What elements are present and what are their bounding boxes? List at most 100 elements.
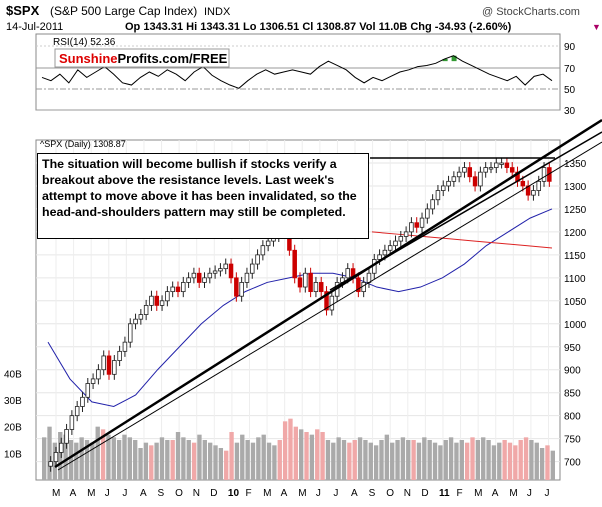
month-tick-label: S <box>158 488 165 499</box>
month-tick-label: D <box>421 488 428 499</box>
volume-bar <box>197 434 202 480</box>
volume-tick-label: 40B <box>4 369 22 380</box>
volume-bar <box>261 434 266 480</box>
volume-bar <box>336 437 341 480</box>
candle-body <box>175 286 181 293</box>
candle-body <box>249 263 255 274</box>
month-tick-label: J <box>122 488 127 499</box>
month-tick-label: J <box>316 488 321 499</box>
candle-body <box>451 176 457 182</box>
chart-name: (S&P 500 Large Cap Index) <box>50 4 197 18</box>
price-tick-label: 750 <box>564 435 581 446</box>
candle-body <box>398 236 404 242</box>
price-y-ticks: 700 750 800 850 900 950 1000 1050 1100 1150 1200 12… <box>564 159 587 469</box>
candle-body <box>96 369 101 380</box>
month-tick-label: F <box>245 488 251 499</box>
month-tick-label: A <box>492 488 499 499</box>
candle-body <box>419 217 425 228</box>
volume-bar <box>373 445 379 480</box>
volume-bar <box>422 437 427 480</box>
candle-body <box>467 167 473 178</box>
candlesticks <box>48 157 552 472</box>
volume-bar <box>213 445 218 480</box>
candle-body <box>318 282 324 293</box>
volume-bar <box>84 440 90 480</box>
volume-bar <box>368 442 373 480</box>
volume-tick-label: 30B <box>4 396 22 407</box>
volume-bar <box>202 440 207 480</box>
rsi-overbought-fill <box>442 55 457 62</box>
candle-body <box>409 222 414 233</box>
candle-body <box>255 254 260 265</box>
volume-bar <box>250 442 256 480</box>
candle-body <box>446 180 451 187</box>
chart-date: 14-Jul-2011 <box>6 21 63 33</box>
volume-bar <box>309 434 315 480</box>
volume-bar <box>245 440 250 480</box>
volume-bar <box>47 426 52 480</box>
volume-bar <box>357 437 363 480</box>
volume-tick-label: 10B <box>4 449 22 460</box>
candle-body <box>133 318 138 325</box>
volume-bar <box>170 440 175 480</box>
candle-body <box>48 461 53 467</box>
candle-body <box>117 350 122 361</box>
volume-bar <box>481 437 486 480</box>
candle-body <box>170 286 175 293</box>
volume-bars <box>42 418 555 480</box>
volume-bar <box>63 434 68 480</box>
volume-bar <box>507 442 513 480</box>
candle-body <box>509 167 515 173</box>
price-tick-label: 1100 <box>564 274 586 285</box>
month-tick-label: F <box>457 488 463 499</box>
rsi-label: RSI(14) 52.36 <box>53 37 116 48</box>
candle-body <box>324 291 329 311</box>
volume-bar <box>320 432 325 480</box>
volume-bar <box>486 440 491 480</box>
volume-bar <box>159 437 165 480</box>
candle-body <box>366 272 372 283</box>
volume-bar <box>459 440 464 480</box>
month-tick-label: M <box>263 488 271 499</box>
annotation-text: The situation will become bullish if sto… <box>42 157 357 219</box>
volume-bar <box>352 440 357 480</box>
candle-body <box>234 277 239 297</box>
volume-ticks: 40B 30B 20B 10B <box>4 369 22 460</box>
volume-bar <box>90 442 95 480</box>
volume-bar <box>454 442 459 480</box>
candle-body <box>85 383 91 398</box>
candle-body <box>414 222 419 228</box>
brand-sunshine: Sunshine <box>59 51 118 66</box>
month-tick-label: J <box>527 488 532 499</box>
volume-bar <box>224 450 229 480</box>
candle-body <box>154 295 160 306</box>
volume-bar <box>293 426 298 480</box>
volume-bar <box>475 440 481 480</box>
brand-profits: Profits.com/FREE <box>118 51 228 66</box>
volume-bar <box>406 440 411 480</box>
candle-body <box>112 360 117 375</box>
volume-bar <box>411 440 416 480</box>
volume-bar <box>384 434 390 480</box>
volume-bar <box>149 445 154 480</box>
candle-body <box>425 208 430 219</box>
month-tick-label: M <box>298 488 306 499</box>
price-tick-label: 1000 <box>564 320 587 331</box>
price-tick-label: 1250 <box>564 205 587 216</box>
stockcharts-watermark: @ StockCharts.com <box>482 6 580 18</box>
candle-body <box>127 323 133 343</box>
candle-body <box>456 171 462 178</box>
candle-body <box>191 272 197 279</box>
month-tick-label: A <box>351 488 358 499</box>
price-tick-label: 1150 <box>564 251 586 262</box>
volume-bar <box>277 440 282 480</box>
volume-bar <box>266 442 272 480</box>
candle-body <box>356 277 361 293</box>
volume-bar <box>470 437 475 480</box>
candle-body <box>228 263 234 279</box>
volume-bar <box>539 448 545 480</box>
price-tick-label: 1300 <box>564 182 587 193</box>
candle-body <box>218 268 223 272</box>
rsi-tick-90: 90 <box>564 42 576 53</box>
